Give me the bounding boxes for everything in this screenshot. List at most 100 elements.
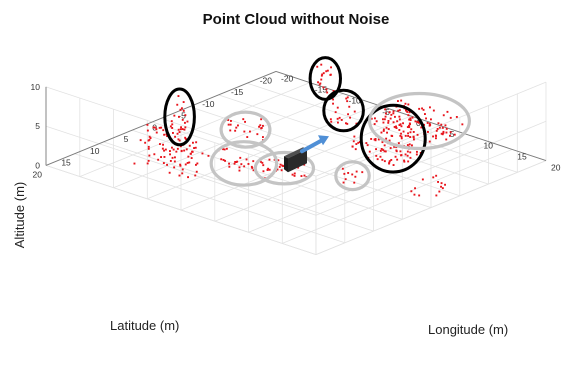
- cloud-point: [406, 126, 409, 128]
- ego-vehicle: [284, 135, 329, 173]
- cloud-point: [399, 150, 402, 153]
- cloud-point: [394, 155, 397, 158]
- cloud-point: [250, 165, 253, 168]
- cloud-point: [173, 160, 176, 163]
- gray-circle-marker: [334, 160, 371, 192]
- back-grid-line-z: [45, 86, 317, 177]
- cloud-point: [171, 127, 174, 129]
- cloud-point: [412, 131, 415, 133]
- cloud-point: [334, 111, 337, 114]
- cloud-point: [395, 127, 398, 129]
- cloud-point: [178, 139, 181, 142]
- cloud-point: [440, 185, 442, 188]
- cloud-point: [389, 147, 392, 149]
- cloud-point: [316, 65, 319, 68]
- cloud-point: [383, 160, 386, 163]
- cloud-point: [260, 127, 263, 130]
- cloud-point: [345, 97, 348, 100]
- cloud-point: [182, 101, 185, 103]
- x-tick-label: -10: [349, 96, 362, 106]
- cloud-point: [293, 174, 296, 177]
- cloud-point: [243, 165, 246, 168]
- cloud-point: [353, 181, 356, 184]
- cloud-point: [382, 149, 385, 151]
- cloud-point: [239, 156, 242, 159]
- cluster-markers: [163, 56, 472, 192]
- x-tick-label: -5: [382, 107, 390, 117]
- cloud-point: [176, 103, 179, 106]
- cloud-point: [405, 109, 408, 112]
- cloud-point: [179, 128, 182, 131]
- cloud-point: [251, 167, 254, 169]
- cloud-point: [243, 130, 246, 133]
- cloud-point: [325, 70, 328, 73]
- cloud-point: [233, 162, 236, 165]
- cloud-point: [326, 91, 329, 94]
- vehicle-front: [288, 149, 307, 173]
- cloud-point: [383, 150, 386, 153]
- cloud-point: [276, 168, 279, 171]
- cloud-point: [332, 90, 335, 92]
- cloud-point: [446, 110, 449, 113]
- cloud-point: [163, 133, 166, 136]
- cloud-point: [228, 162, 230, 165]
- cloud-point: [375, 148, 377, 151]
- cloud-point: [449, 134, 451, 137]
- cloud-point: [178, 174, 181, 177]
- y-tick-label: 5: [124, 134, 129, 144]
- cloud-point: [321, 73, 324, 76]
- cloud-point: [195, 163, 197, 166]
- cloud-point: [381, 141, 384, 144]
- cloud-point: [390, 113, 393, 116]
- cloud-point: [388, 111, 391, 114]
- cloud-point: [398, 115, 401, 118]
- cloud-point: [303, 163, 306, 166]
- cloud-point: [392, 164, 395, 166]
- cloud-point: [234, 161, 237, 163]
- cloud-point: [449, 116, 452, 119]
- cloud-point: [442, 132, 445, 134]
- cloud-point: [162, 129, 165, 132]
- cloud-point: [407, 160, 410, 163]
- cloud-point: [181, 172, 184, 175]
- cloud-point: [326, 69, 329, 72]
- cloud-point: [442, 130, 445, 133]
- cloud-point: [432, 109, 435, 112]
- cloud-point: [392, 121, 395, 124]
- cloud-point: [186, 162, 189, 164]
- cloud-point: [147, 147, 150, 150]
- cloud-point: [235, 161, 238, 163]
- cloud-point: [262, 170, 265, 173]
- cloud-point: [160, 156, 162, 158]
- floor-grid-line-y: [103, 141, 374, 232]
- cloud-point: [445, 138, 448, 141]
- back-grid-line-z: [45, 165, 317, 255]
- cloud-point: [171, 146, 173, 149]
- cloud-point: [171, 123, 174, 126]
- cloud-point: [386, 131, 388, 134]
- cloud-point: [409, 119, 412, 121]
- cloud-point: [268, 168, 271, 171]
- cloud-point: [413, 193, 416, 196]
- cloud-point: [408, 143, 411, 146]
- cloud-point: [403, 160, 406, 163]
- cloud-point: [318, 83, 321, 86]
- cloud-point: [185, 148, 188, 151]
- cloud-point: [390, 159, 393, 161]
- cloud-point: [435, 129, 438, 132]
- cloud-point: [385, 126, 388, 129]
- cloud-point: [181, 128, 184, 130]
- x-tick-label: 10: [484, 140, 494, 150]
- cloud-point: [381, 158, 384, 161]
- cloud-point: [195, 170, 198, 173]
- x-tick-label: 15: [517, 151, 527, 161]
- cloud-point: [332, 98, 334, 101]
- cloud-point: [368, 150, 371, 153]
- cloud-point: [353, 135, 356, 138]
- cloud-point: [347, 172, 350, 174]
- z-tick-label: 5: [35, 121, 40, 131]
- x-tick-label: -20: [281, 73, 294, 83]
- cloud-point: [174, 135, 176, 138]
- cloud-point: [346, 96, 349, 99]
- cloud-point: [244, 120, 246, 123]
